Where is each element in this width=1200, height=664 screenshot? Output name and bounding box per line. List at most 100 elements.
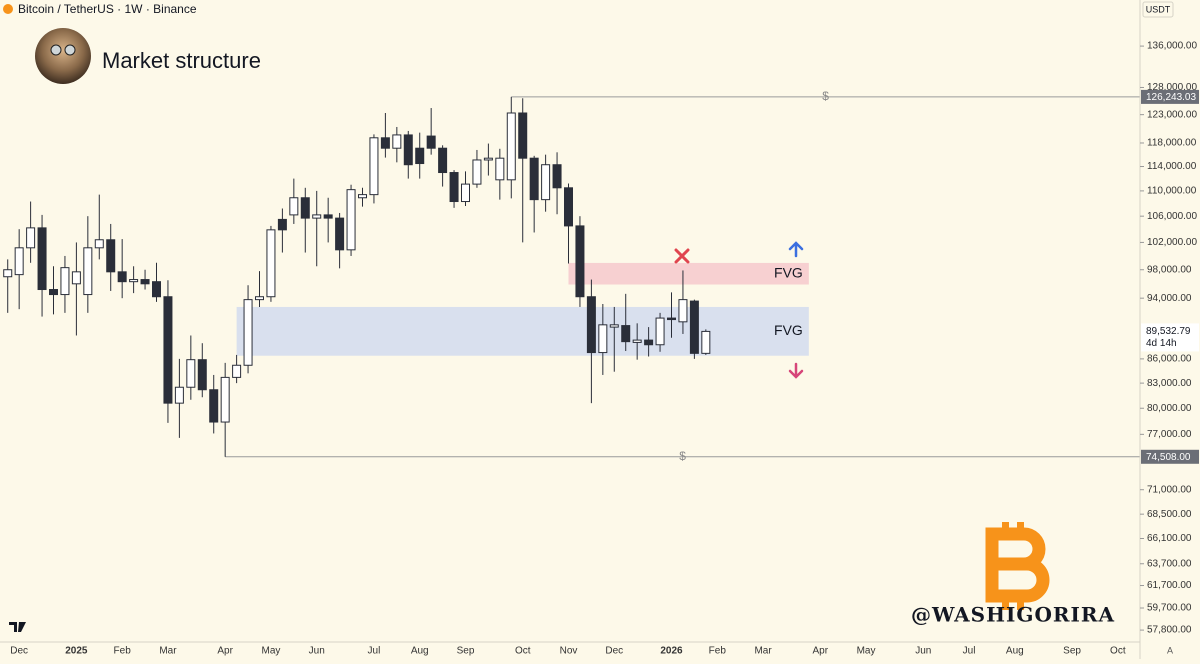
x-tick-label: 2026 bbox=[660, 646, 683, 657]
candle-body bbox=[186, 359, 196, 388]
axes: 136,000.00 128,000.00 123,000.00 118,000.00… bbox=[10, 41, 1199, 657]
x-tick-label: Oct bbox=[1110, 646, 1126, 657]
candle-body bbox=[163, 296, 173, 404]
fvg-zone bbox=[568, 262, 809, 285]
candle-body bbox=[174, 386, 184, 404]
y-tick-label: 77,000.00 bbox=[1147, 429, 1192, 440]
chart-title: Market structure bbox=[102, 48, 261, 73]
x-tick-label: Jul bbox=[963, 646, 976, 657]
candle-body bbox=[83, 247, 93, 296]
x-tick-label: Jun bbox=[915, 646, 931, 657]
x-tick-label: May bbox=[261, 646, 280, 657]
y-tick-label: 61,700.00 bbox=[1147, 580, 1192, 591]
candle-body bbox=[129, 279, 139, 283]
candle-body bbox=[586, 296, 596, 354]
candle-body bbox=[209, 389, 219, 423]
candle-body bbox=[71, 271, 81, 285]
currency-label[interactable]: USDT bbox=[1146, 4, 1171, 14]
up-arrow bbox=[788, 241, 804, 258]
level-price-box bbox=[1141, 89, 1199, 104]
candle-body bbox=[243, 299, 253, 366]
candle-body bbox=[403, 134, 413, 166]
candle-body bbox=[541, 164, 551, 201]
candle-body bbox=[300, 197, 310, 219]
fvg-zone bbox=[236, 306, 809, 356]
y-tick-label: 114,000.00 bbox=[1147, 161, 1197, 172]
candle-body bbox=[415, 147, 425, 165]
x-tick-label: 2025 bbox=[65, 646, 88, 657]
candle-body bbox=[575, 225, 585, 298]
x-tick-label: Sep bbox=[457, 646, 475, 657]
candle-body bbox=[94, 239, 104, 249]
last-price-box bbox=[1141, 323, 1199, 352]
y-tick-label: 71,000.00 bbox=[1147, 484, 1192, 495]
watermark: @WASHIGORIRA bbox=[911, 603, 1115, 627]
candle-body bbox=[506, 112, 516, 181]
y-tick-label: 57,800.00 bbox=[1147, 625, 1192, 636]
y-tick-label: 136,000.00 bbox=[1147, 41, 1197, 52]
symbol-title: Bitcoin / TetherUS · 1W · Binance bbox=[18, 2, 197, 16]
candle-body bbox=[152, 281, 161, 298]
candle-body bbox=[552, 164, 562, 189]
last-price-countdown: 4d 14h bbox=[1146, 338, 1177, 349]
avatar-glasses bbox=[64, 44, 76, 56]
x-tick-label: Apr bbox=[217, 646, 233, 657]
candle-body bbox=[392, 134, 402, 149]
candle-body bbox=[380, 137, 390, 149]
y-tick-label: 83,000.00 bbox=[1147, 378, 1192, 389]
candle-body bbox=[335, 217, 345, 251]
candle-body bbox=[346, 189, 356, 251]
y-tick-label: 59,700.00 bbox=[1147, 603, 1192, 614]
x-tick-label: Nov bbox=[560, 646, 578, 657]
candle-body bbox=[60, 267, 70, 296]
candle-body bbox=[289, 197, 299, 216]
candle-body bbox=[277, 218, 287, 231]
y-tick-label: 94,000.00 bbox=[1147, 293, 1192, 304]
candle-body bbox=[358, 194, 367, 199]
candle-body bbox=[232, 364, 242, 378]
candle-body bbox=[529, 157, 539, 201]
x-tick-label: Jul bbox=[368, 646, 381, 657]
candle-body bbox=[667, 317, 676, 321]
y-tick-label: 80,000.00 bbox=[1147, 403, 1192, 414]
x-tick-label: Feb bbox=[709, 646, 727, 657]
zones: FVG FVG bbox=[236, 262, 809, 356]
auto-scale-button[interactable]: A bbox=[1167, 645, 1173, 655]
candle-body bbox=[197, 359, 207, 391]
x-tick-label: Dec bbox=[10, 646, 28, 657]
x-tick-label: Dec bbox=[605, 646, 623, 657]
x-tick-label: Sep bbox=[1063, 646, 1081, 657]
x-tick-label: Aug bbox=[1006, 646, 1024, 657]
x-tick-label: Feb bbox=[114, 646, 132, 657]
candle-body bbox=[644, 339, 654, 346]
y-tick-label: 128,000.00 bbox=[1147, 82, 1197, 93]
fvg-label: FVG bbox=[774, 264, 803, 280]
candle-body bbox=[323, 214, 333, 219]
candles bbox=[3, 96, 711, 457]
x-tick-label: May bbox=[857, 646, 876, 657]
candle-body bbox=[255, 296, 264, 301]
currency-button[interactable] bbox=[1142, 1, 1174, 18]
y-tick-label: 63,700.00 bbox=[1147, 558, 1192, 569]
candle-body bbox=[312, 214, 322, 219]
bitcoin-logo bbox=[985, 522, 1050, 610]
candle-body bbox=[140, 279, 150, 285]
candle-body bbox=[689, 300, 699, 354]
candle-body bbox=[26, 227, 36, 249]
candle-body bbox=[426, 135, 436, 149]
down-arrow bbox=[788, 362, 804, 379]
candle-body bbox=[220, 376, 230, 423]
candle-body bbox=[369, 137, 379, 196]
candle-body bbox=[37, 227, 47, 291]
avatar-glasses bbox=[50, 44, 62, 56]
candle-body bbox=[609, 324, 619, 328]
candle-body bbox=[438, 147, 448, 174]
level-price-label: 74,508.00 bbox=[1146, 452, 1191, 463]
candle-body bbox=[49, 289, 58, 296]
candle-body bbox=[117, 271, 127, 283]
candle-body bbox=[518, 112, 528, 159]
candle-body bbox=[14, 247, 24, 276]
y-tick-label: 110,000.00 bbox=[1147, 186, 1197, 197]
x-tick-label: Oct bbox=[515, 646, 531, 657]
